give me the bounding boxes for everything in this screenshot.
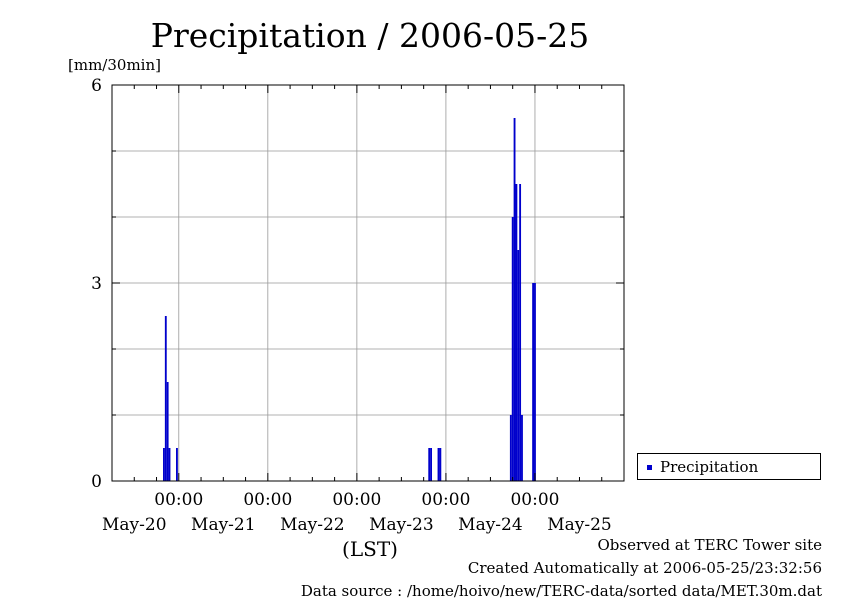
x-time-label: 00:00 — [154, 490, 203, 510]
x-time-label: 00:00 — [243, 490, 292, 510]
x-axis-label: (LST) — [342, 537, 398, 561]
x-date-label: May-20 — [102, 515, 167, 535]
chart-title: Precipitation / 2006-05-25 — [151, 16, 589, 55]
y-tick-label: 0 — [91, 472, 102, 492]
precipitation-bar — [519, 184, 522, 481]
x-time-label: 00:00 — [421, 490, 470, 510]
tick-labels: 0 3 6 00:00 00:00 00:00 00:00 00:00 May-20 May-21… — [91, 76, 612, 535]
precipitation-bar — [430, 448, 432, 481]
precipitation-bar — [532, 283, 535, 481]
precipitation-bar — [521, 415, 523, 481]
x-date-label: May-21 — [191, 515, 256, 535]
precipitation-bar — [166, 382, 169, 481]
legend: Precipitation — [637, 453, 821, 480]
legend-label: Precipitation — [660, 458, 759, 476]
x-date-label: May-23 — [369, 515, 434, 535]
precipitation-bar — [164, 316, 167, 481]
footer-observed: Observed at TERC Tower site — [597, 536, 822, 554]
precipitation-bar — [511, 217, 514, 481]
x-time-label: 00:00 — [332, 490, 381, 510]
x-date-label: May-22 — [280, 515, 345, 535]
precipitation-bar — [439, 448, 442, 481]
precipitation-bar — [534, 283, 536, 481]
precipitation-bar — [513, 118, 516, 481]
y-tick-label: 6 — [91, 76, 102, 96]
precipitation-bar — [515, 184, 518, 481]
x-time-label: 00:00 — [510, 490, 559, 510]
y-tick-label: 3 — [91, 274, 102, 294]
x-date-label: May-25 — [547, 515, 612, 535]
precipitation-bar — [428, 448, 431, 481]
footer-created: Created Automatically at 2006-05-25/23:3… — [467, 559, 822, 577]
bar-series — [163, 118, 536, 481]
footer-data-source: Data source : /home/hoivo/new/TERC-data/… — [300, 582, 822, 600]
precipitation-bar — [437, 448, 440, 481]
precipitation-bar — [163, 448, 165, 481]
y-axis-label: [mm/30min] — [68, 56, 161, 74]
precipitation-bar — [176, 448, 178, 481]
legend-swatch — [647, 465, 652, 470]
precipitation-bar — [509, 415, 512, 481]
precipitation-bar — [517, 250, 520, 481]
x-date-label: May-24 — [458, 515, 523, 535]
axes — [111, 84, 625, 482]
grid-lines — [112, 85, 624, 481]
precipitation-bar — [168, 448, 171, 481]
